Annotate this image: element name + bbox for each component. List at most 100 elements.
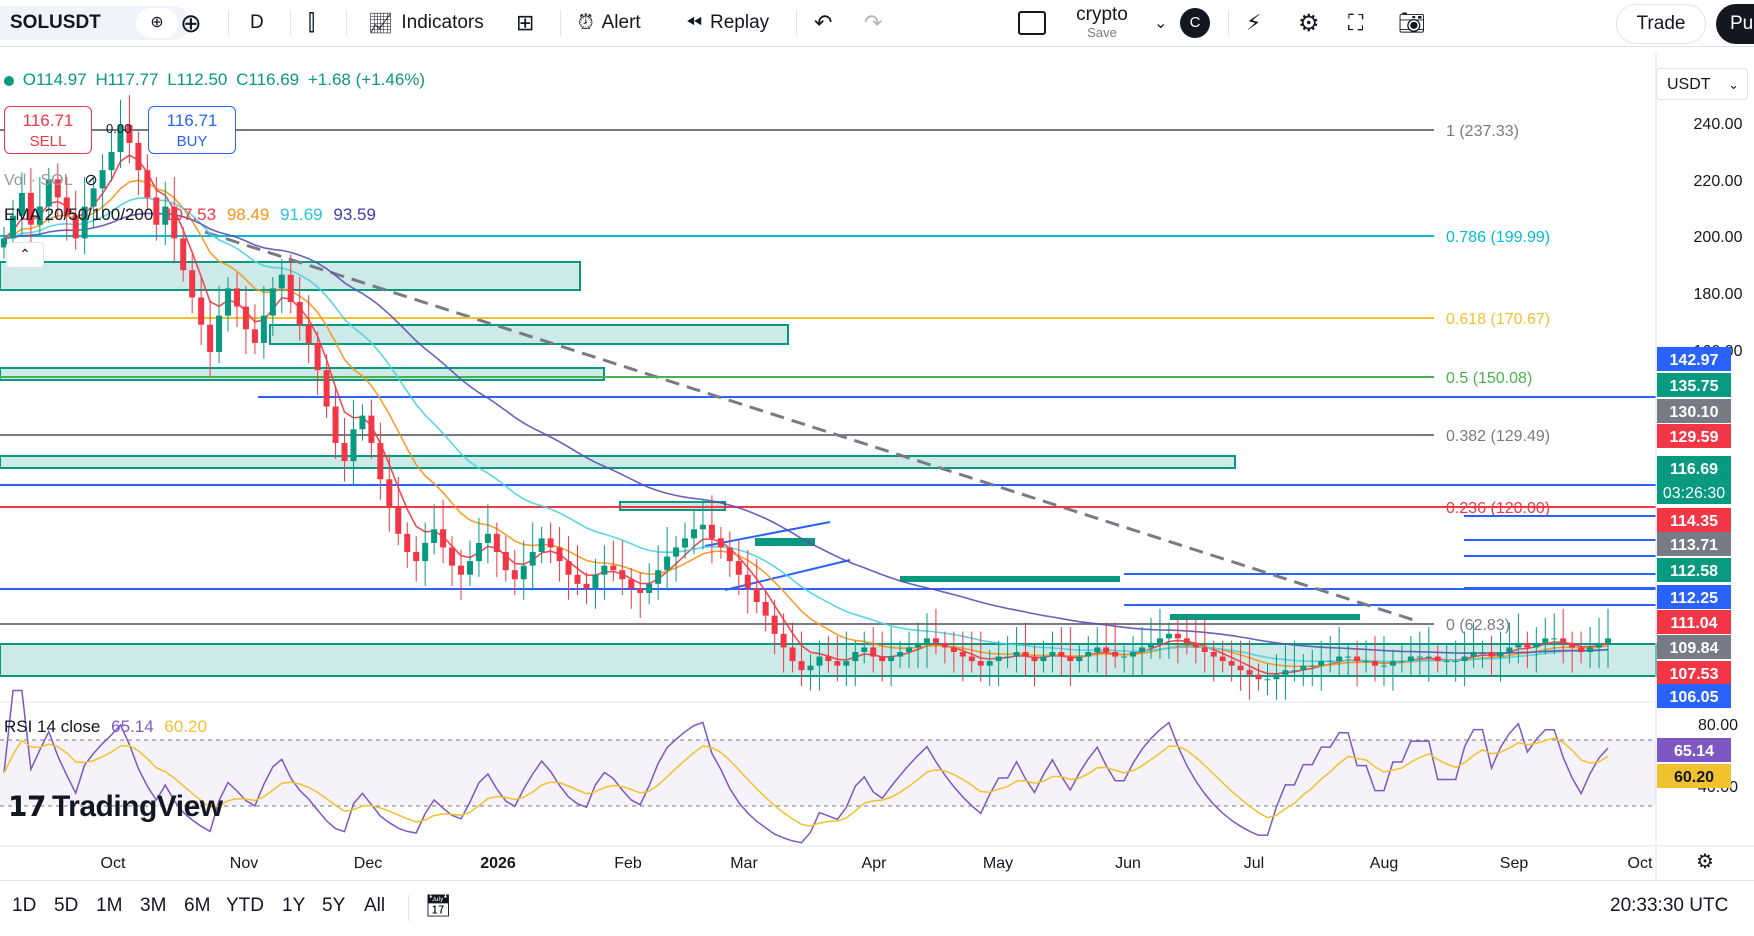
redo-icon[interactable]: ↷ (864, 10, 883, 35)
price-axis-label (1657, 508, 1731, 532)
templates-icon[interactable]: ⊞ (516, 10, 535, 35)
trend-line[interactable] (204, 230, 1421, 624)
fullscreen-icon[interactable]: ⛶ (1348, 10, 1364, 35)
buy-button[interactable]: 116.71 BUY (148, 106, 236, 154)
candle-body (1130, 652, 1137, 657)
candle-body (502, 552, 509, 571)
candle-body (744, 574, 751, 589)
camera-icon[interactable]: 📷︎ (1398, 10, 1426, 35)
candle-body (1264, 679, 1271, 681)
rsi-line (3, 689, 1609, 844)
candle-body (1246, 670, 1253, 675)
compare-symbol-icon[interactable]: ⊕ (136, 8, 178, 38)
indicators-icon: 📈︎ (368, 12, 394, 35)
range-button-5d[interactable]: 5D (54, 895, 79, 916)
alert-button[interactable]: ⏰︎ Alert (578, 0, 641, 46)
support-resistance-zone[interactable] (0, 367, 605, 381)
candle-body (771, 615, 778, 634)
sell-label: SELL (29, 133, 67, 150)
rsi-legend[interactable]: RSI 14 close 65.14 60.20 (4, 717, 207, 737)
volume-legend[interactable]: Vol · SOL ⊘ (4, 172, 98, 189)
sell-button[interactable]: 116.71 SELL (4, 106, 92, 154)
price-axis-label (1657, 635, 1731, 659)
range-button-1d[interactable]: 1D (12, 895, 37, 916)
range-button-all[interactable]: All (364, 895, 386, 916)
candle-body (1121, 656, 1128, 658)
price-axis-label-text: 111.04 (1670, 615, 1717, 632)
trade-button[interactable]: Trade (1616, 4, 1706, 44)
range-button-ytd[interactable]: YTD (226, 895, 264, 916)
publish-button[interactable]: Pu (1716, 4, 1754, 44)
candle-body (180, 238, 187, 271)
candle-body (673, 547, 680, 557)
ema-legend[interactable]: EMA 20/50/100/200 107.53 98.49 91.69 93.… (4, 205, 376, 225)
candle-body (735, 561, 742, 575)
chevron-down-icon[interactable]: ⌄ (1154, 15, 1168, 32)
layout-name-button[interactable]: crypto Save (1074, 4, 1130, 40)
candle-body (1506, 647, 1513, 652)
candle-body (81, 206, 88, 239)
alert-icon: ⏰︎ (578, 11, 594, 34)
range-button-5y[interactable]: 5Y (322, 895, 346, 916)
support-resistance-zone[interactable] (0, 455, 1236, 469)
collapse-legend-icon[interactable]: ⌃ (6, 242, 44, 268)
clock-time[interactable]: 20:33:30 UTC (1610, 895, 1729, 916)
ema-200-line (3, 212, 1609, 655)
symbol-search[interactable]: SOLUSDT ⊕ (0, 6, 190, 40)
undo-icon[interactable]: ↶ (814, 10, 833, 35)
candle-type-icon[interactable]: ⫿ (308, 10, 316, 35)
candle-body (834, 661, 841, 666)
candle-body (1282, 670, 1289, 675)
hidden-eye-icon[interactable]: ⊘ (84, 172, 98, 189)
quick-search-icon[interactable]: ⚡︎ (1246, 10, 1262, 35)
interval-button[interactable]: D (250, 12, 264, 33)
candle-body (332, 406, 339, 443)
settings-icon[interactable]: ⚙︎ (1298, 9, 1320, 37)
currency-select[interactable]: USDT ⌄ (1656, 68, 1748, 100)
candle-body (1380, 665, 1387, 667)
fib-level-label: 0.786 (199.99) (1446, 229, 1550, 246)
candle-body (637, 588, 644, 593)
candle-body (1255, 674, 1262, 680)
range-button-3m[interactable]: 3M (140, 895, 167, 916)
candle-body (1004, 656, 1011, 658)
layout-icon[interactable] (1018, 0, 1046, 46)
price-axis-label (1657, 532, 1731, 556)
axis-settings-icon[interactable]: ⚙ (1696, 851, 1714, 873)
candle-body (762, 602, 769, 616)
avatar[interactable]: C (1180, 0, 1210, 46)
price-axis-tick: 220.00 (1694, 173, 1743, 190)
indicators-button[interactable]: 📈︎ Indicators (368, 0, 484, 46)
candle-body (1578, 647, 1585, 652)
support-resistance-zone[interactable] (900, 576, 1120, 582)
candle-body (493, 533, 500, 552)
rsi-axis-label (1657, 764, 1731, 788)
channel-line[interactable] (704, 521, 831, 547)
candle-body (870, 647, 877, 657)
candle-body (1291, 670, 1298, 672)
candle-body (90, 188, 97, 207)
range-button-1m[interactable]: 1M (96, 895, 123, 916)
candle-body (1013, 652, 1020, 657)
replay-button[interactable]: ⏪︎ Replay (686, 0, 769, 46)
candle-body (269, 288, 276, 316)
candle-body (242, 306, 249, 330)
candle-body (1407, 656, 1414, 662)
range-button-1y[interactable]: 1Y (282, 895, 306, 916)
range-button-6m[interactable]: 6M (184, 895, 211, 916)
divider (346, 10, 347, 36)
add-symbol-icon[interactable]: ⊕ (180, 7, 202, 38)
rsi-ma-line (3, 737, 1609, 827)
date-range-calendar-icon[interactable]: 📅︎ (424, 893, 452, 918)
candle-body (995, 656, 1002, 662)
tradingview-logo[interactable]: 𝟭𝟳 TradingView (8, 790, 223, 823)
rsi-axis-label-text: 65.14 (1674, 743, 1714, 760)
support-resistance-zone[interactable] (755, 538, 815, 546)
support-resistance-zone[interactable] (1170, 614, 1360, 620)
candle-body (932, 638, 939, 643)
ema-50-value: 98.49 (226, 205, 270, 224)
candle-body (601, 565, 608, 575)
candle-body (628, 579, 635, 589)
price-axis-label (1657, 684, 1731, 708)
